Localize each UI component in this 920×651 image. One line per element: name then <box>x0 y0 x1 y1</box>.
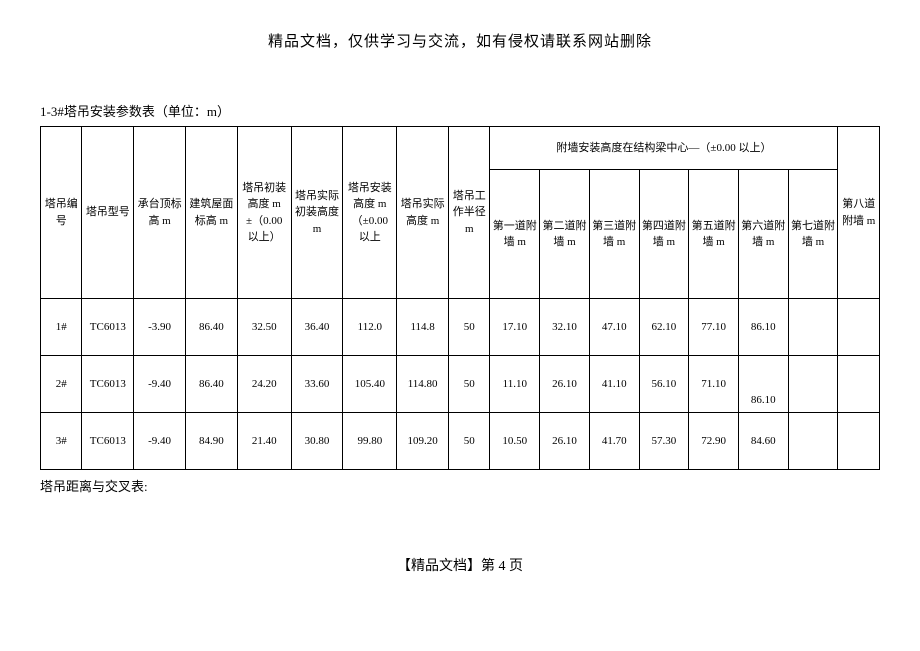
page-header: 精品文档，仅供学习与交流，如有侵权请联系网站删除 <box>40 30 880 51</box>
col-init-h: 塔吊初装高度 m±（0.00 以上） <box>237 127 291 299</box>
cell-c4: 24.20 <box>237 356 291 413</box>
cell-s7 <box>838 356 880 413</box>
cell-c0: 3# <box>41 413 82 470</box>
cell-c6: 99.80 <box>343 413 397 470</box>
table-row: 1#TC6013-3.9086.4032.5036.40112.0114.850… <box>41 299 880 356</box>
cell-c1: TC6013 <box>82 413 134 470</box>
cell-c3: 86.40 <box>185 356 237 413</box>
col-wall6: 第六道附墙 m <box>738 170 788 299</box>
col-wall1: 第一道附墙 m <box>490 170 540 299</box>
cell-s7 <box>838 413 880 470</box>
table-row: 2#TC6013-9.4086.4024.2033.60105.40114.80… <box>41 356 880 413</box>
cell-c3: 86.40 <box>185 299 237 356</box>
table-row: 3#TC6013-9.4084.9021.4030.8099.80109.205… <box>41 413 880 470</box>
cell-s6 <box>788 299 838 356</box>
col-act-init: 塔吊实际初装高度 m <box>291 127 343 299</box>
cell-c7: 109.20 <box>397 413 449 470</box>
cell-s6 <box>788 413 838 470</box>
cell-c5: 36.40 <box>291 299 343 356</box>
cell-s3: 62.10 <box>639 299 689 356</box>
cell-c8: 50 <box>449 356 490 413</box>
cell-s5: 84.60 <box>738 413 788 470</box>
cell-s7 <box>838 299 880 356</box>
cell-s2: 41.70 <box>589 413 639 470</box>
cell-c0: 2# <box>41 356 82 413</box>
cell-c8: 50 <box>449 413 490 470</box>
cell-c4: 32.50 <box>237 299 291 356</box>
cell-s6 <box>788 356 838 413</box>
cell-s4: 71.10 <box>689 356 739 413</box>
col-roof-elev: 建筑屋面标高 m <box>185 127 237 299</box>
cell-s4: 77.10 <box>689 299 739 356</box>
cell-s1: 32.10 <box>540 299 590 356</box>
cell-s2: 47.10 <box>589 299 639 356</box>
col-wall8: 第八道附墙 m <box>838 127 880 299</box>
col-model: 塔吊型号 <box>82 127 134 299</box>
cell-c2: -3.90 <box>134 299 186 356</box>
col-wall5: 第五道附墙 m <box>689 170 739 299</box>
col-wall2: 第二道附墙 m <box>540 170 590 299</box>
cell-s5: 86.10 <box>738 356 788 413</box>
col-cap-elev: 承台顶标高 m <box>134 127 186 299</box>
cell-c2: -9.40 <box>134 356 186 413</box>
page-footer: 【精品文档】第 4 页 <box>40 555 880 575</box>
col-wall3: 第三道附墙 m <box>589 170 639 299</box>
col-act-h: 塔吊实际高度 m <box>397 127 449 299</box>
cell-s2: 41.10 <box>589 356 639 413</box>
cell-s0: 17.10 <box>490 299 540 356</box>
params-table: 塔吊编号 塔吊型号 承台顶标高 m 建筑屋面标高 m 塔吊初装高度 m±（0.0… <box>40 126 880 470</box>
cell-s0: 11.10 <box>490 356 540 413</box>
cell-c4: 21.40 <box>237 413 291 470</box>
cell-c1: TC6013 <box>82 299 134 356</box>
cell-s1: 26.10 <box>540 356 590 413</box>
cell-c6: 105.40 <box>343 356 397 413</box>
cell-c8: 50 <box>449 299 490 356</box>
col-radius: 塔吊工作半径 m <box>449 127 490 299</box>
cell-c3: 84.90 <box>185 413 237 470</box>
col-wall4: 第四道附墙 m <box>639 170 689 299</box>
cell-s0: 10.50 <box>490 413 540 470</box>
col-inst-h: 塔吊安装高度 m（±0.00 以上 <box>343 127 397 299</box>
cell-c5: 33.60 <box>291 356 343 413</box>
cell-c7: 114.8 <box>397 299 449 356</box>
cell-c1: TC6013 <box>82 356 134 413</box>
cell-c2: -9.40 <box>134 413 186 470</box>
cell-s4: 72.90 <box>689 413 739 470</box>
cell-s1: 26.10 <box>540 413 590 470</box>
cell-s3: 57.30 <box>639 413 689 470</box>
col-wall7: 第七道附墙 m <box>788 170 838 299</box>
cell-s3: 56.10 <box>639 356 689 413</box>
col-id: 塔吊编号 <box>41 127 82 299</box>
cell-c5: 30.80 <box>291 413 343 470</box>
cell-c0: 1# <box>41 299 82 356</box>
cell-c6: 112.0 <box>343 299 397 356</box>
cell-c7: 114.80 <box>397 356 449 413</box>
below-caption: 塔吊距离与交叉表: <box>40 476 880 495</box>
cell-s5: 86.10 <box>738 299 788 356</box>
col-merged: 附墙安装高度在结构梁中心—（±0.00 以上） <box>490 127 838 170</box>
table-caption: 1-3#塔吊安装参数表（单位：m） <box>40 101 880 120</box>
